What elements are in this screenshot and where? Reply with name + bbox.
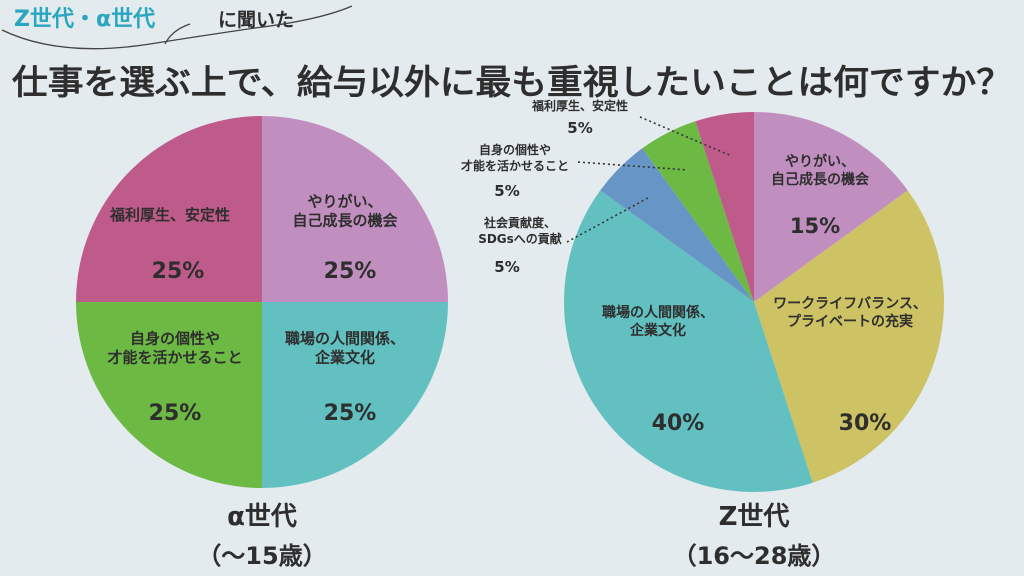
- slice-label: 職場の人間関係、企業文化: [285, 330, 405, 367]
- slice-value: 30%: [839, 411, 892, 436]
- slice-value: 40%: [652, 411, 705, 436]
- slice-label: やりがい、自己成長の機会: [292, 193, 397, 230]
- pie-slice: [76, 116, 262, 302]
- pie-slice: [563, 190, 813, 493]
- slice-value: 5%: [494, 258, 519, 276]
- slice-label: ワークライフバランス、プライベートの充実: [773, 296, 927, 330]
- header-underline-swoosh: [1, 5, 353, 50]
- slice-value: 5%: [494, 182, 519, 200]
- chart-title: α世代: [227, 502, 297, 532]
- slice-value: 5%: [567, 119, 592, 137]
- leader-line: [577, 161, 687, 171]
- header: Z世代・α世代 に聞いた 仕事を選ぶ上で、給与以外に最も重視したいことは何ですか…: [1, 5, 1012, 103]
- chart-subtitle: （〜15歳）: [197, 542, 326, 570]
- pie-chart-alpha: やりがい、自己成長の機会 25% 職場の人間関係、企業文化 25% 自身の個性や才能を活…: [76, 116, 448, 570]
- leader-line: [566, 196, 650, 243]
- chart-title: Z世代: [719, 502, 790, 532]
- pie-slice: [76, 302, 262, 488]
- pie-slice: [600, 148, 754, 302]
- slice-value: 25%: [324, 401, 377, 426]
- slice-value: 15%: [790, 214, 840, 238]
- pie-chart-z: やりがい、自己成長の機会 15% ワークライフバランス、プライベートの充実 30% 職場…: [461, 98, 945, 570]
- slice-label: やりがい、自己成長の機会: [771, 153, 870, 188]
- slice-label: 社会貢献度、 SDGsへの貢献: [478, 215, 562, 246]
- leader-line: [639, 116, 732, 157]
- pie-slice: [695, 112, 754, 302]
- slice-value: 25%: [149, 401, 202, 426]
- pie-slice: [262, 302, 448, 488]
- slice-label: 自身の個性や才能を活かせること: [107, 330, 242, 367]
- slice-label: 福利厚生、安定性: [109, 206, 230, 224]
- slice-label: 職場の人間関係、企業文化: [602, 304, 714, 339]
- header-tag-highlight: Z世代・α世代: [14, 7, 155, 32]
- header-underline-tick: [164, 23, 191, 45]
- slice-label: 自身の個性や才能を活かせること: [461, 142, 569, 173]
- page-title: 仕事を選ぶ上で、給与以外に最も重視したいことは何ですか？: [12, 63, 1012, 103]
- slice-value: 25%: [324, 259, 377, 284]
- pie-slice: [642, 121, 754, 303]
- slice-value: 25%: [152, 259, 205, 284]
- pie-slice: [754, 112, 908, 302]
- slice-label: 福利厚生、安定性: [531, 98, 628, 113]
- chart-subtitle: （16〜28歳）: [673, 542, 836, 570]
- pie-slice: [262, 116, 448, 302]
- pie-slice: [754, 190, 945, 483]
